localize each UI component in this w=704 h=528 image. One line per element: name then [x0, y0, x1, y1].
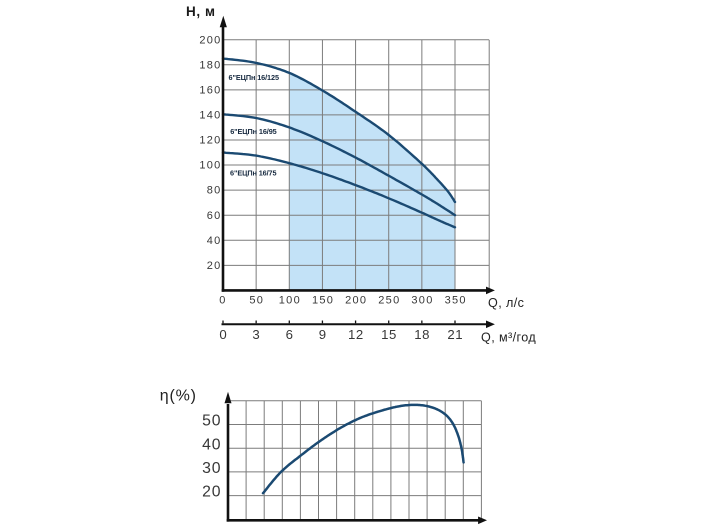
svg-text:0: 0: [219, 327, 227, 342]
svg-text:300: 300: [411, 295, 433, 307]
svg-text:30: 30: [202, 460, 221, 477]
svg-text:120: 120: [199, 135, 221, 147]
svg-text:100: 100: [199, 160, 221, 172]
svg-text:3: 3: [252, 327, 260, 342]
svg-text:150: 150: [312, 295, 334, 307]
svg-text:6"ЕЦПн 16/125: 6"ЕЦПн 16/125: [229, 73, 279, 82]
svg-text:180: 180: [199, 59, 221, 71]
svg-text:12: 12: [348, 327, 364, 342]
svg-text:20: 20: [207, 260, 222, 272]
svg-text:200: 200: [199, 34, 221, 46]
svg-text:18: 18: [414, 327, 430, 342]
svg-text:50: 50: [249, 295, 264, 307]
svg-text:20: 20: [202, 484, 221, 501]
svg-text:15: 15: [381, 327, 397, 342]
svg-text:9: 9: [319, 327, 327, 342]
svg-text:Q, л/с: Q, л/с: [488, 296, 524, 310]
svg-text:0: 0: [219, 295, 226, 307]
svg-text:Н, м: Н, м: [186, 4, 216, 19]
svg-text:350: 350: [445, 295, 467, 307]
svg-text:60: 60: [207, 210, 222, 222]
svg-text:140: 140: [199, 110, 221, 122]
svg-text:21: 21: [447, 327, 463, 342]
svg-text:80: 80: [207, 185, 222, 197]
svg-text:6"ЕЦПн 16/95: 6"ЕЦПн 16/95: [230, 127, 276, 136]
svg-text:40: 40: [207, 235, 222, 247]
svg-text:40: 40: [202, 436, 221, 453]
svg-text:η(%): η(%): [160, 388, 197, 405]
svg-text:6: 6: [286, 327, 294, 342]
svg-text:Q, м³/год: Q, м³/год: [481, 330, 536, 344]
svg-text:250: 250: [378, 295, 400, 307]
svg-text:6"ЕЦПн 16/75: 6"ЕЦПн 16/75: [230, 168, 276, 177]
svg-text:100: 100: [279, 295, 301, 307]
svg-text:200: 200: [345, 295, 367, 307]
svg-text:50: 50: [202, 413, 221, 430]
svg-text:160: 160: [199, 84, 221, 96]
